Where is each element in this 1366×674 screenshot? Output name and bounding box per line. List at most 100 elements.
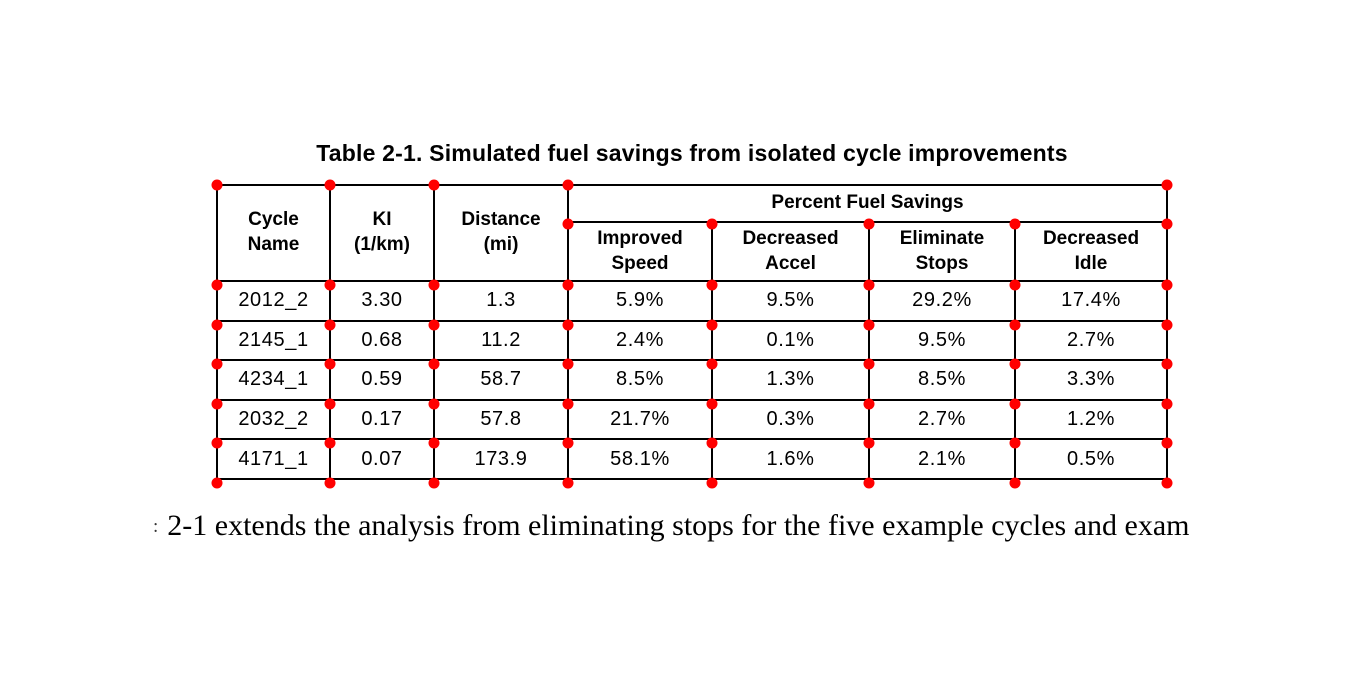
grid-marker-dot (211, 398, 223, 410)
grid-marker-dot (1009, 319, 1021, 331)
cell-eliminate-stops: 9.5% (868, 319, 1016, 362)
grid-marker-dot (1161, 477, 1173, 489)
cell-distance: 173.9 (433, 438, 569, 480)
grid-marker-dot (863, 398, 875, 410)
col-header-distance: Distance (mi) (433, 184, 569, 282)
grid-marker-dot (706, 358, 718, 370)
cell-eliminate-stops: 2.7% (868, 398, 1016, 441)
grid-marker-dot (1161, 437, 1173, 449)
cell-decreased-accel: 1.6% (711, 438, 870, 480)
grid-marker-dot (428, 437, 440, 449)
cell-ki: 3.30 (329, 280, 435, 322)
grid-marker-dot (1161, 179, 1173, 191)
cell-ki: 0.07 (329, 438, 435, 480)
grid-marker-dot (706, 319, 718, 331)
grid-marker-dot (562, 477, 574, 489)
grid-marker-dot (562, 279, 574, 291)
grid-marker-dot (706, 398, 718, 410)
grid-marker-dot (706, 279, 718, 291)
header-row-group: Cycle Name KI (1/km) Distance (mi) Perce… (216, 184, 1168, 282)
cell-distance: 57.8 (433, 398, 569, 441)
grid-marker-dot (428, 477, 440, 489)
cell-improved-speed: 2.4% (567, 319, 713, 362)
col-header-decreased-idle: Decreased Idle (1014, 221, 1168, 282)
cell-ki: 0.59 (329, 359, 435, 401)
grid-marker-dot (863, 279, 875, 291)
grid-marker-dot (324, 319, 336, 331)
grid-marker-dot (562, 398, 574, 410)
grid-marker-dot (211, 437, 223, 449)
cell-distance: 58.7 (433, 359, 569, 401)
table-row: 2012_2 3.30 1.3 5.9% 9.5% 29.2% 17.4% (216, 280, 1168, 322)
grid-marker-dot (863, 437, 875, 449)
cell-decreased-idle: 1.2% (1014, 398, 1168, 441)
grid-marker-dot (562, 218, 574, 230)
cell-decreased-accel: 9.5% (711, 280, 870, 322)
body-sentence: 2-1 extends the analysis from eliminatin… (167, 509, 1190, 542)
grid-marker-dot (863, 477, 875, 489)
grid-marker-dot (211, 358, 223, 370)
col-header-decreased-accel: Decreased Accel (711, 221, 870, 282)
grid-marker-dot (562, 179, 574, 191)
cell-decreased-accel: 0.3% (711, 398, 870, 441)
grid-marker-dot (428, 398, 440, 410)
grid-marker-dot (324, 358, 336, 370)
col-header-percent-fuel-savings: Percent Fuel Savings (567, 184, 1168, 223)
cell-decreased-idle: 0.5% (1014, 438, 1168, 480)
grid-marker-dot (863, 319, 875, 331)
cell-decreased-idle: 3.3% (1014, 359, 1168, 401)
grid-marker-dot (324, 279, 336, 291)
cell-cycle-name: 4234_1 (216, 359, 331, 401)
cell-improved-speed: 8.5% (567, 359, 713, 401)
cell-decreased-idle: 17.4% (1014, 280, 1168, 322)
grid-marker-dot (211, 179, 223, 191)
table-caption: Table 2-1. Simulated fuel savings from i… (316, 140, 1068, 166)
cell-improved-speed: 5.9% (567, 280, 713, 322)
grid-marker-dot (562, 358, 574, 370)
cell-improved-speed: 21.7% (567, 398, 713, 441)
grid-marker-dot (863, 218, 875, 230)
grid-marker-dot (562, 437, 574, 449)
cell-distance: 1.3 (433, 280, 569, 322)
grid-marker-dot (211, 319, 223, 331)
cell-decreased-accel: 1.3% (711, 359, 870, 401)
cell-decreased-accel: 0.1% (711, 319, 870, 362)
cell-cycle-name: 4171_1 (216, 438, 331, 480)
grid-marker-dot (428, 279, 440, 291)
grid-marker-dot (1161, 279, 1173, 291)
grid-marker-dot (706, 477, 718, 489)
col-header-improved-speed: Improved Speed (567, 221, 713, 282)
grid-marker-dot (706, 218, 718, 230)
grid-marker-dot (211, 279, 223, 291)
table-row: 4234_1 0.59 58.7 8.5% 1.3% 8.5% 3.3% (216, 359, 1168, 401)
cell-ki: 0.17 (329, 398, 435, 441)
fuel-savings-table: Cycle Name KI (1/km) Distance (mi) Perce… (216, 184, 1168, 480)
grid-marker-dot (562, 319, 574, 331)
grid-marker-dot (1009, 398, 1021, 410)
cell-decreased-idle: 2.7% (1014, 319, 1168, 362)
grid-marker-dot (1009, 437, 1021, 449)
grid-marker-dot (1009, 477, 1021, 489)
cell-eliminate-stops: 29.2% (868, 280, 1016, 322)
grid-marker-dot (1009, 279, 1021, 291)
grid-marker-dot (428, 319, 440, 331)
cutoff-char-fragment: : (153, 516, 159, 537)
header-row-sub: Improved Speed Decreased Accel Eliminate… (217, 221, 1168, 282)
col-header-ki: KI (1/km) (329, 184, 435, 282)
grid-marker-dot (1161, 358, 1173, 370)
grid-marker-dot (428, 179, 440, 191)
grid-marker-dot (863, 358, 875, 370)
col-header-eliminate-stops: Eliminate Stops (868, 221, 1016, 282)
cell-cycle-name: 2012_2 (216, 280, 331, 322)
table-row: 4171_1 0.07 173.9 58.1% 1.6% 2.1% 0.5% (216, 438, 1168, 480)
grid-marker-dot (324, 179, 336, 191)
grid-marker-dot (211, 477, 223, 489)
grid-marker-dot (1161, 218, 1173, 230)
cell-distance: 11.2 (433, 319, 569, 362)
cell-eliminate-stops: 2.1% (868, 438, 1016, 480)
body-paragraph: :2-1 extends the analysis from eliminati… (153, 509, 1353, 543)
cell-cycle-name: 2145_1 (216, 319, 331, 362)
grid-marker-dot (1161, 398, 1173, 410)
cell-eliminate-stops: 8.5% (868, 359, 1016, 401)
grid-marker-dot (428, 358, 440, 370)
